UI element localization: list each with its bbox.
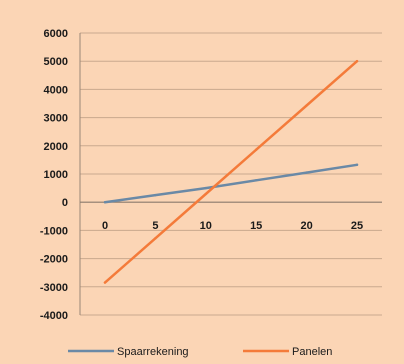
y-tick-label-9: -3000 xyxy=(40,282,68,294)
x-tick-label-1: 5 xyxy=(152,220,158,232)
series-1-point-1 xyxy=(154,193,157,197)
y-tick-label-0: 6000 xyxy=(44,28,68,40)
series-line-2 xyxy=(103,59,359,284)
x-tick-label-0: 0 xyxy=(102,220,108,232)
series-2-point-2 xyxy=(204,192,207,196)
series-2-point-3 xyxy=(255,148,258,151)
series-2-point-0 xyxy=(103,281,107,284)
x-tick-labels: 0 5 10 15 20 25 xyxy=(102,220,363,232)
y-tick-label-3: 3000 xyxy=(44,113,68,125)
y-tick-label-1: 5000 xyxy=(44,56,68,68)
legend-label-2: Panelen xyxy=(292,346,332,358)
series-2-point-1 xyxy=(154,237,157,240)
series-1-point-5 xyxy=(355,163,359,167)
series-1-point-0 xyxy=(103,201,107,204)
series-line-1 xyxy=(103,163,359,204)
axes xyxy=(79,33,382,315)
x-tick-label-4: 20 xyxy=(300,220,312,232)
series-1-point-2 xyxy=(204,186,207,190)
y-tick-label-6: 0 xyxy=(62,197,68,209)
y-tick-label-4: 2000 xyxy=(44,141,68,153)
y-tick-label-8: -2000 xyxy=(40,254,68,266)
series-1-point-4 xyxy=(305,171,308,174)
y-tick-label-10: -4000 xyxy=(40,310,68,322)
x-tick-label-3: 15 xyxy=(250,220,262,232)
y-tick-label-7: -1000 xyxy=(40,225,68,237)
gridlines xyxy=(80,32,382,316)
legend: Spaarrekening Panelen xyxy=(68,346,332,358)
x-tick-label-2: 10 xyxy=(200,220,212,232)
y-tick-label-5: 1000 xyxy=(44,169,68,181)
legend-label-1: Spaarrekening xyxy=(117,346,189,358)
series-1-point-3 xyxy=(255,179,258,182)
series-2-point-5 xyxy=(355,60,359,63)
series-2-point-4 xyxy=(305,104,308,107)
y-tick-labels: 6000 5000 4000 3000 2000 1000 0 -1000 -2000 -3000… xyxy=(40,28,68,322)
y-tick-label-2: 4000 xyxy=(44,84,68,96)
series-lines xyxy=(103,59,359,284)
x-tick-label-5: 25 xyxy=(351,220,363,232)
